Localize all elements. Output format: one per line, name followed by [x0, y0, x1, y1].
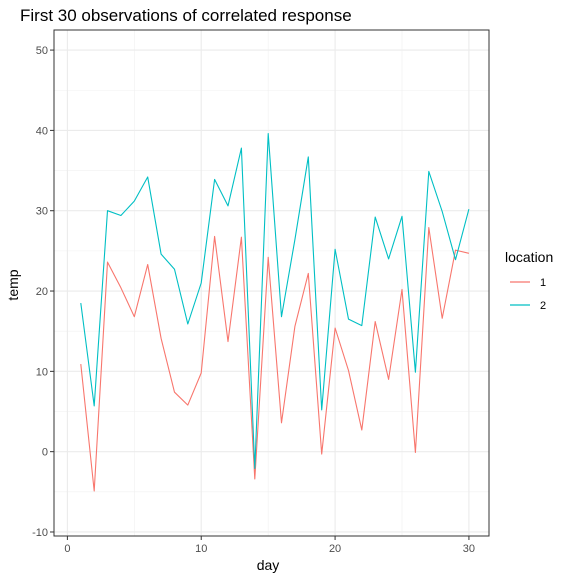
chart-title: First 30 observations of correlated resp… [20, 6, 352, 25]
x-tick-label: 30 [463, 543, 475, 555]
minor-gridlines [54, 30, 489, 536]
x-tick-label: 0 [64, 543, 70, 555]
panel-background [54, 30, 489, 536]
legend: location 12 [505, 249, 553, 312]
series-line-location-1 [80, 227, 470, 492]
plot-panel [53, 29, 490, 537]
y-axis-title: temp [5, 269, 21, 300]
x-tick-label: 20 [329, 543, 341, 555]
y-tick-label: -10 [32, 527, 48, 539]
x-axis: 0 10 20 30 [64, 536, 475, 555]
y-axis: -10 0 10 20 30 40 50 [32, 45, 54, 539]
series-lines [80, 133, 470, 492]
y-tick-label: 0 [42, 447, 48, 459]
y-tick-label: 10 [36, 366, 48, 378]
legend-label-1: 1 [540, 277, 546, 289]
legend-label-2: 2 [540, 300, 546, 312]
legend-title: location [505, 249, 553, 265]
legend-items: 12 [510, 277, 546, 312]
y-tick-label: 30 [36, 206, 48, 218]
major-gridlines [54, 30, 489, 536]
y-tick-label: 40 [36, 125, 48, 137]
y-tick-label: 50 [36, 45, 48, 57]
y-tick-label: 20 [36, 286, 48, 298]
x-tick-label: 10 [195, 543, 207, 555]
x-axis-title: day [257, 557, 280, 573]
series-line-location-2 [80, 133, 470, 470]
panel-border [53, 29, 490, 537]
